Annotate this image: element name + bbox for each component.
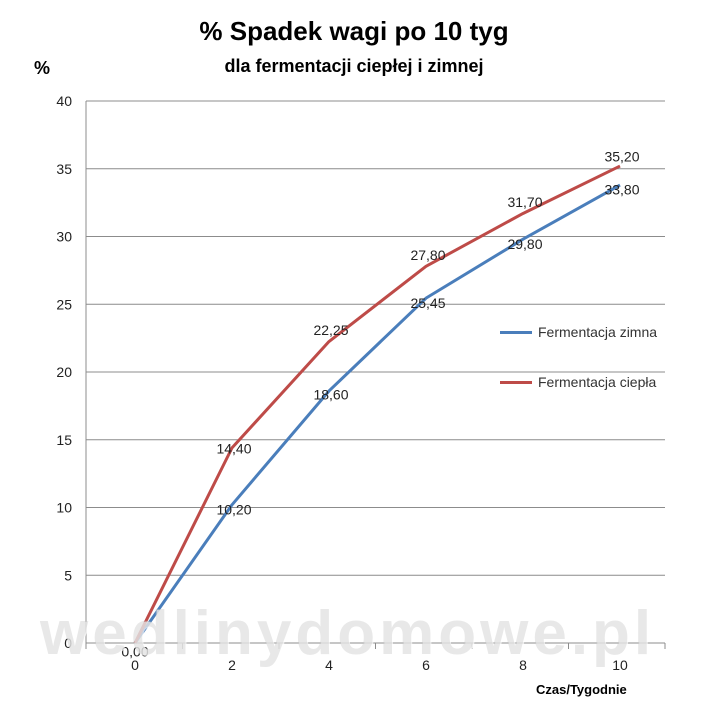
data-label-ciepla: 31,70 xyxy=(507,194,542,210)
series-line-ciepla xyxy=(133,164,621,644)
x-axis-label: Czas/Tygodnie xyxy=(536,682,627,697)
y-tick-label: 40 xyxy=(56,93,72,109)
series-line-zimna xyxy=(133,183,621,644)
y-tick-label: 20 xyxy=(56,364,72,380)
y-axis-label: % xyxy=(34,58,51,78)
data-labels: 0,00 10,20 18,60 25,45 29,80 33,80 14,40 22,25 2… xyxy=(121,149,639,660)
y-tick-label: 0 xyxy=(64,635,72,651)
data-label-zimna: 10,20 xyxy=(216,501,251,517)
x-tick-label: 4 xyxy=(325,657,333,673)
x-tick-label: 2 xyxy=(228,657,236,673)
legend-swatch-zimna xyxy=(500,330,532,334)
x-tick-label: 10 xyxy=(612,657,628,673)
x-tick-labels: 0 2 4 6 8 10 xyxy=(131,657,628,673)
data-label-ciepla: 14,40 xyxy=(216,441,251,457)
data-label-zimna: 25,45 xyxy=(410,295,445,311)
y-tick-label: 30 xyxy=(56,229,72,245)
x-tick-label: 8 xyxy=(519,657,527,673)
legend-label-ciepla: Fermentacja ciepła xyxy=(538,374,657,390)
chart-subtitle: dla fermentacji ciepłej i zimnej xyxy=(224,56,484,76)
legend-item-ciepla: Fermentacja ciepła xyxy=(500,374,656,390)
data-label-ciepla: 27,80 xyxy=(410,247,445,263)
data-label-zimna: 29,80 xyxy=(507,236,542,252)
y-tick-label: 15 xyxy=(56,432,72,448)
data-label-ciepla: 35,20 xyxy=(604,149,639,165)
axes xyxy=(85,101,666,649)
y-tick-label: 35 xyxy=(56,161,72,177)
y-tick-labels: 0 5 10 15 20 25 30 35 40 xyxy=(56,93,72,651)
y-tick-label: 25 xyxy=(56,296,72,312)
data-label-zimna: 0,00 xyxy=(121,644,148,660)
series-lines xyxy=(133,164,621,644)
legend-item-zimna: Fermentacja zimna xyxy=(500,324,657,340)
data-label-ciepla: 22,25 xyxy=(313,322,348,338)
x-tick-label: 0 xyxy=(131,657,139,673)
y-tick-label: 10 xyxy=(56,500,72,516)
x-tick-label: 6 xyxy=(422,657,430,673)
gridlines xyxy=(86,100,665,644)
legend-swatch-ciepla xyxy=(500,380,532,384)
legend-label-zimna: Fermentacja zimna xyxy=(538,324,658,340)
data-label-zimna: 33,80 xyxy=(604,182,639,198)
chart-title: % Spadek wagi po 10 tyg xyxy=(199,16,509,46)
data-label-zimna: 18,60 xyxy=(313,387,348,403)
y-tick-label: 5 xyxy=(64,567,72,583)
